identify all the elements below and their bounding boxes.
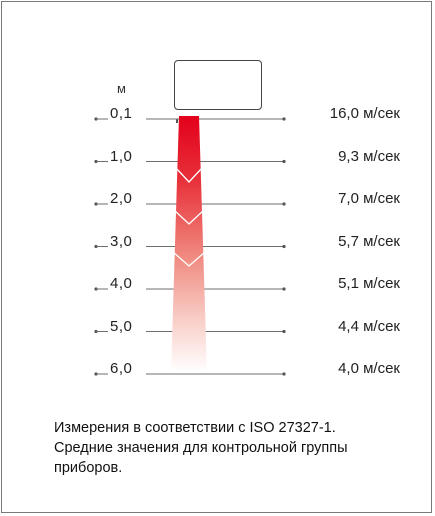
row-end-dot xyxy=(282,244,286,249)
flow-chevron-3 xyxy=(172,251,206,267)
distance-label: 4,0 xyxy=(110,275,133,292)
caption-line-3: приборов. xyxy=(54,460,123,476)
caption-line-1: Измерения в соответствии с ISO 27327-1. xyxy=(54,420,336,436)
flow-chevron-2 xyxy=(173,209,205,225)
row-end-dot xyxy=(282,159,286,164)
speed-label: 5,1 м/сек xyxy=(338,275,400,292)
distance-label: 0,1 xyxy=(110,105,133,122)
row-end-dot xyxy=(282,329,286,334)
row-end-dot xyxy=(282,287,286,291)
speed-label: 4,4 м/сек xyxy=(338,317,400,335)
row-end-dot xyxy=(282,117,286,121)
row-end-dot xyxy=(282,372,286,376)
speed-label: 5,7 м/сек xyxy=(338,232,400,250)
flow-chevron-1 xyxy=(175,167,203,183)
speed-label: 9,3 м/сек xyxy=(338,147,400,165)
caption-line-2: Средние значения для контрольной группы xyxy=(54,440,348,456)
speed-label: 7,0 м/сек xyxy=(338,190,400,207)
air-curtain-unit xyxy=(174,60,262,110)
speed-label: 16,0 м/сек xyxy=(329,105,400,122)
speed-label: 4,0 м/сек xyxy=(338,360,400,377)
distance-label: 1,0 xyxy=(110,147,133,165)
distance-label: 5,0 xyxy=(110,317,133,335)
airflow-cone xyxy=(171,116,207,372)
row-end-dot xyxy=(282,202,286,206)
distance-label: 3,0 xyxy=(110,232,133,250)
airflow-beam xyxy=(171,116,207,372)
caption: Измерения в соответствии с ISO 27327-1. … xyxy=(54,418,414,478)
distance-label: 2,0 xyxy=(110,190,133,207)
unit-label: м xyxy=(117,81,126,96)
distance-label: 6,0 xyxy=(110,360,133,377)
